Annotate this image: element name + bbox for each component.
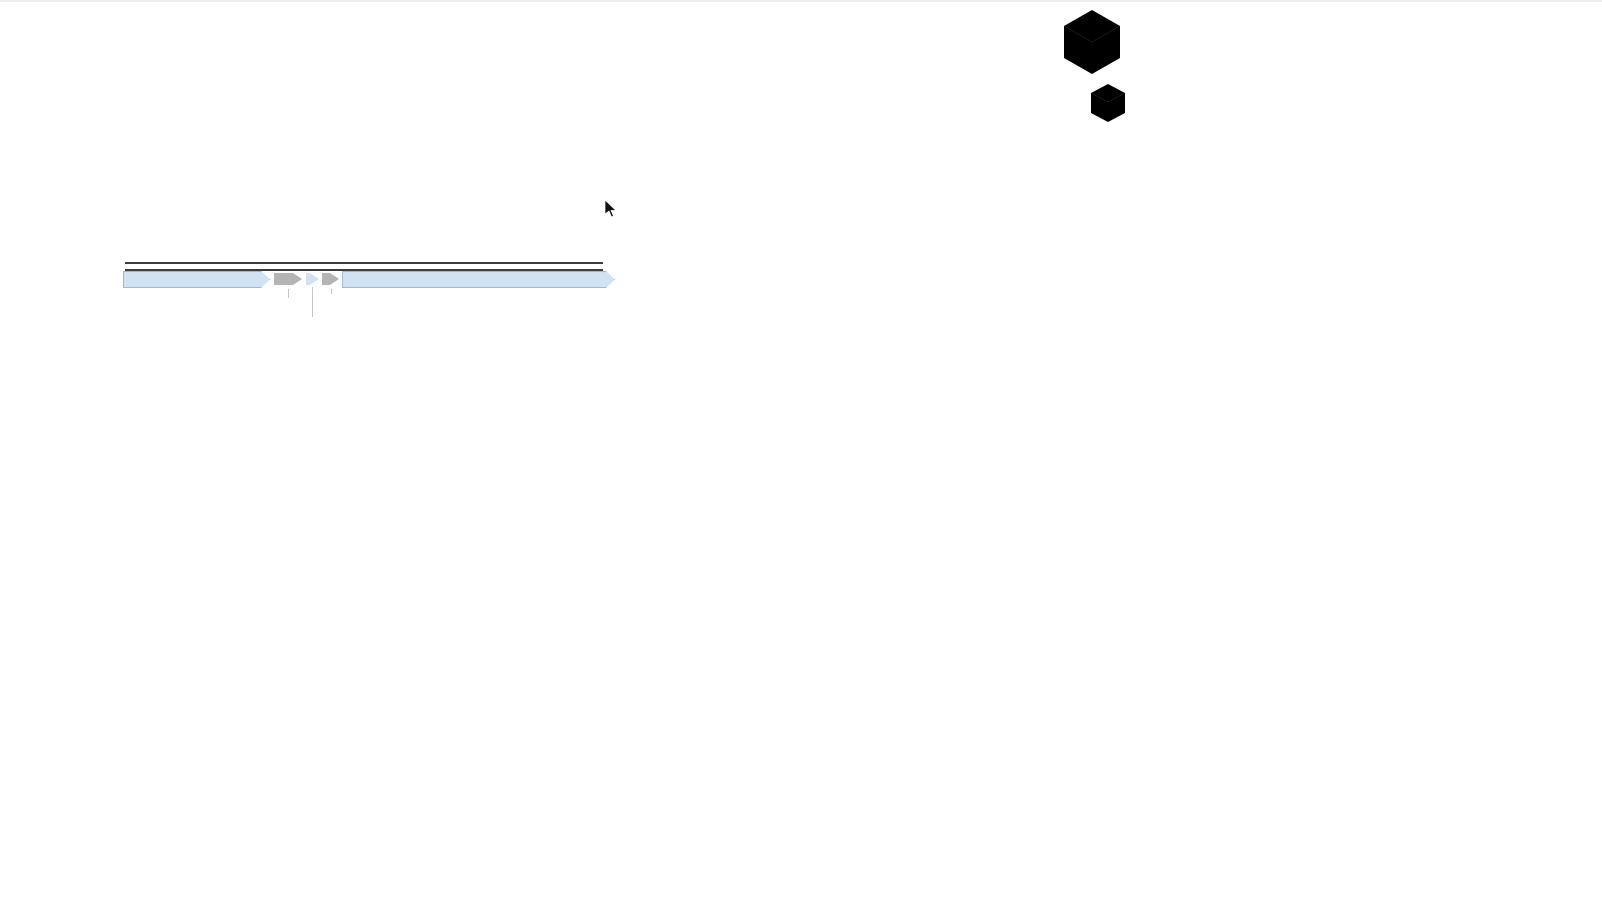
- gene-18s: [123, 271, 270, 288]
- operon-figure: [75, 118, 695, 368]
- leader-58s: [312, 287, 313, 317]
- leader-its1: [288, 289, 289, 298]
- small-cube-icon: [1091, 84, 1125, 122]
- gene-its1-arrow: [274, 273, 302, 285]
- gene-58s-arrow: [306, 273, 319, 285]
- cube-decoration-icon: [1064, 10, 1125, 122]
- gene-25s: [342, 271, 615, 288]
- phylum-barchart: [95, 365, 785, 765]
- operon-ruler: [125, 262, 603, 271]
- mouse-cursor-icon: [605, 200, 617, 218]
- gene-its2-arrow: [322, 273, 339, 285]
- leader-its2: [331, 289, 332, 294]
- circular-phylogeny-svg: [843, 112, 1535, 804]
- big-cube-icon: [1064, 10, 1120, 74]
- circular-phylogeny: [843, 112, 1535, 804]
